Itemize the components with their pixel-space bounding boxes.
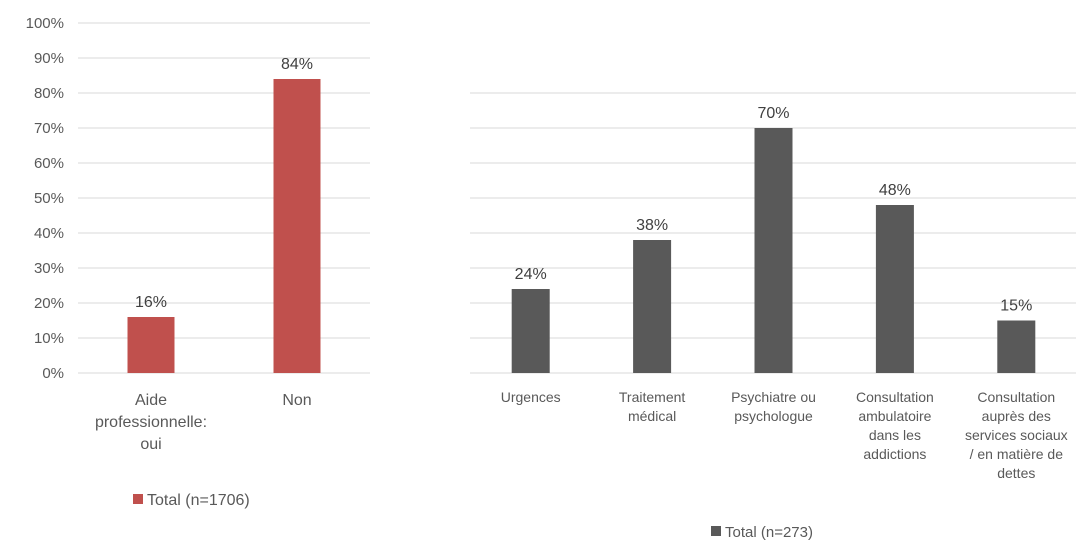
- y-tick-label: 40%: [34, 225, 64, 242]
- category-label: addictions: [863, 446, 926, 462]
- bar: [875, 205, 914, 373]
- category-label: Consultation: [856, 389, 934, 405]
- category-label: Urgences: [501, 389, 561, 405]
- bar: [633, 240, 672, 373]
- y-tick-label: 50%: [34, 190, 64, 207]
- chart-professional-help: 0% 10% 20% 30% 40% 50% 60% 70% 80% 90% 100% 16% Aide…: [26, 15, 370, 509]
- category-label: ambulatoire: [858, 408, 931, 424]
- legend-label: Total (n=273): [725, 524, 813, 541]
- category-label: services sociaux: [965, 427, 1068, 443]
- bar: [754, 128, 793, 373]
- data-label: 16%: [135, 294, 167, 311]
- category-label: médical: [628, 408, 676, 424]
- category-label: professionnelle:: [95, 414, 207, 431]
- legend-swatch: [133, 494, 143, 504]
- y-tick-label: 0%: [42, 365, 64, 382]
- category-label: / en matière de: [970, 446, 1064, 462]
- bar: [127, 317, 175, 373]
- bar: [997, 320, 1036, 373]
- category-label: Non: [282, 392, 311, 409]
- category-label: Traitement: [619, 389, 686, 405]
- category-label: dettes: [997, 465, 1035, 481]
- y-tick-label: 70%: [34, 120, 64, 137]
- bar: [273, 79, 321, 373]
- legend-label: Total (n=1706): [147, 492, 250, 509]
- y-tick-label: 60%: [34, 155, 64, 172]
- category-label: Consultation: [977, 389, 1055, 405]
- category-label: Psychiatre ou: [731, 389, 816, 405]
- data-label: 48%: [879, 182, 911, 199]
- data-label: 24%: [515, 266, 547, 283]
- y-tick-label: 20%: [34, 295, 64, 312]
- data-label: 70%: [757, 105, 789, 122]
- chart-help-types: 24% Urgences 38% Traitement médical 70% Psychi…: [470, 92, 1076, 541]
- y-tick-label: 30%: [34, 260, 64, 277]
- category-label: Aide: [135, 392, 167, 409]
- bar: [511, 289, 550, 373]
- category-label: psychologue: [734, 408, 813, 424]
- y-tick-label: 80%: [34, 85, 64, 102]
- y-tick-label: 10%: [34, 330, 64, 347]
- category-label: dans les: [869, 427, 921, 443]
- data-label: 84%: [281, 56, 313, 73]
- category-label: auprès des: [982, 408, 1051, 424]
- y-tick-label: 90%: [34, 50, 64, 67]
- data-label: 15%: [1000, 298, 1032, 315]
- category-label: oui: [140, 436, 161, 453]
- legend-swatch: [711, 526, 721, 536]
- data-label: 38%: [636, 217, 668, 234]
- y-tick-label: 100%: [26, 15, 64, 32]
